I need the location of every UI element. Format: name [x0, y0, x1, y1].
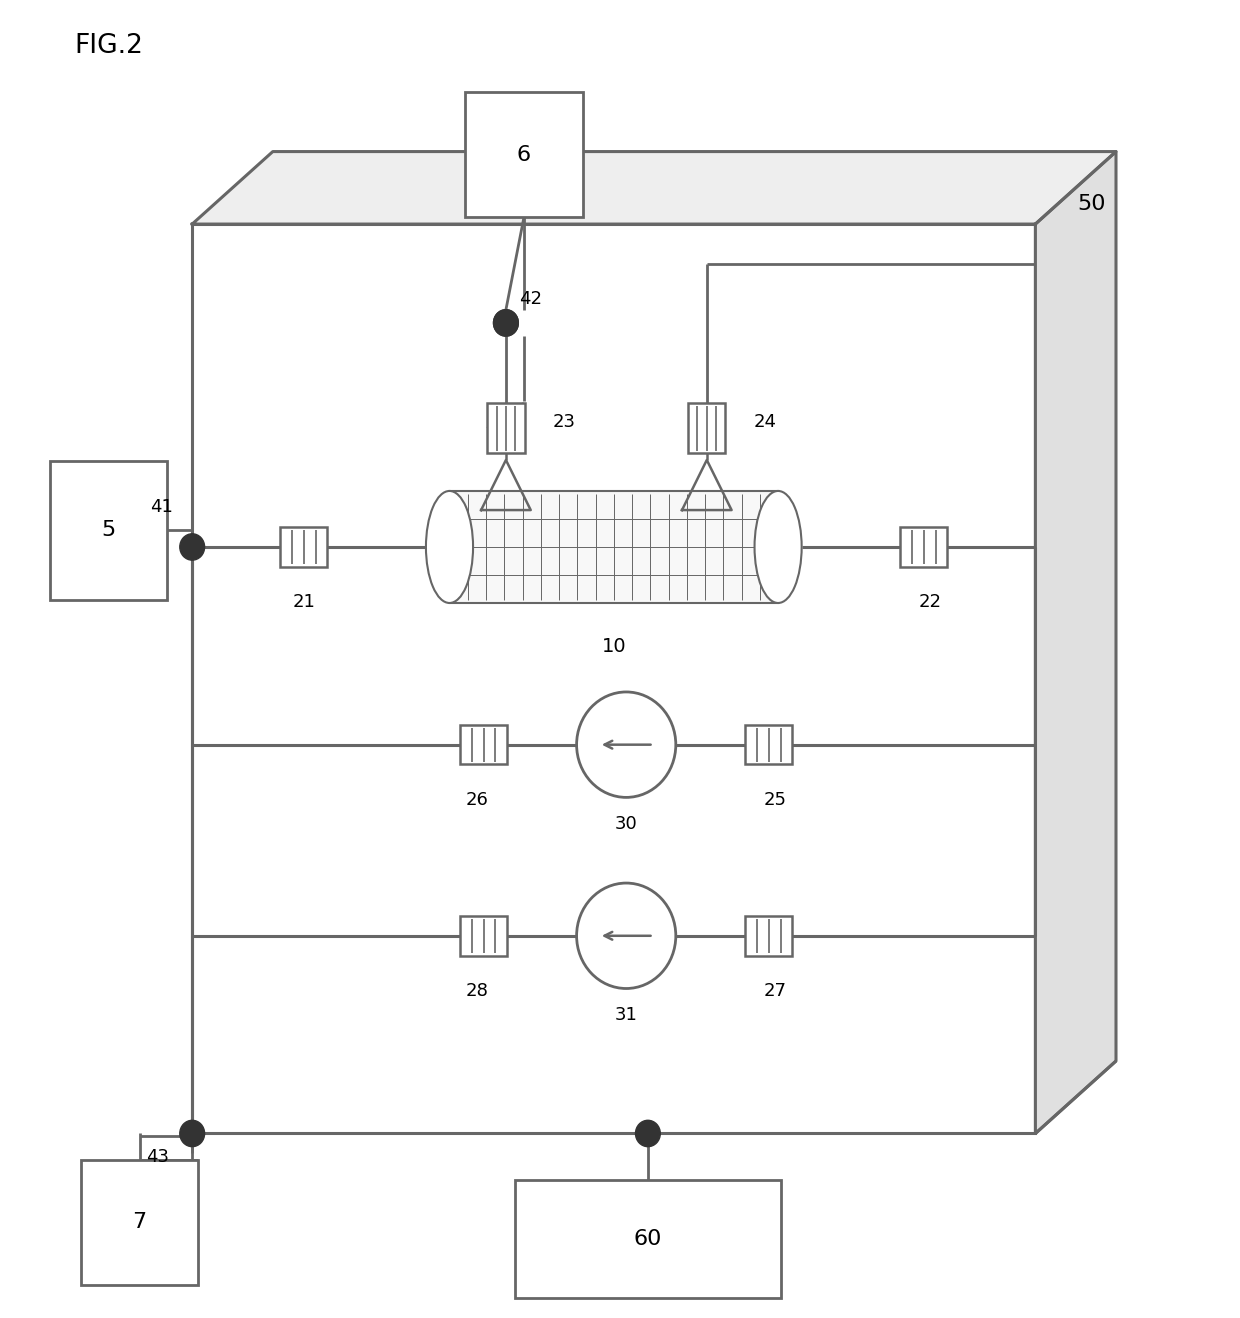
Bar	[449, 492, 779, 604]
Circle shape	[494, 310, 518, 336]
Text: 25: 25	[764, 791, 786, 809]
Text: 24: 24	[754, 413, 777, 431]
Polygon shape	[1035, 152, 1116, 1133]
Text: FIG.2: FIG.2	[74, 33, 144, 59]
Bar	[280, 527, 327, 567]
Circle shape	[635, 1120, 660, 1147]
Text: 50: 50	[1078, 194, 1105, 215]
Text: 31: 31	[615, 1006, 637, 1024]
Bar	[900, 527, 947, 567]
Text: 22: 22	[919, 593, 941, 612]
Bar	[460, 725, 507, 764]
Text: 43: 43	[146, 1148, 169, 1166]
Bar	[745, 725, 792, 764]
Bar	[688, 403, 725, 453]
Circle shape	[577, 692, 676, 797]
Ellipse shape	[754, 492, 801, 604]
Polygon shape	[192, 152, 1116, 224]
Bar	[192, 224, 1035, 1133]
Text: 28: 28	[466, 982, 489, 1000]
Circle shape	[180, 1120, 205, 1147]
Text: 41: 41	[150, 498, 172, 517]
Text: 21: 21	[293, 593, 315, 612]
Circle shape	[577, 883, 676, 988]
Text: 10: 10	[601, 637, 626, 656]
Bar	[81, 1160, 198, 1285]
Bar	[487, 403, 525, 453]
Ellipse shape	[427, 492, 474, 604]
Text: 60: 60	[634, 1228, 662, 1249]
Bar	[460, 916, 507, 956]
Bar	[515, 1180, 781, 1298]
Text: 6: 6	[517, 145, 531, 165]
Bar	[465, 92, 583, 217]
Bar	[745, 916, 792, 956]
Circle shape	[494, 310, 518, 336]
Text: 5: 5	[102, 521, 115, 540]
Text: 7: 7	[133, 1213, 146, 1232]
Text: 27: 27	[764, 982, 786, 1000]
Text: 26: 26	[466, 791, 489, 809]
Text: 42: 42	[520, 290, 542, 308]
Text: 23: 23	[553, 413, 577, 431]
Bar	[50, 461, 167, 600]
Circle shape	[180, 534, 205, 560]
Text: 30: 30	[615, 815, 637, 833]
